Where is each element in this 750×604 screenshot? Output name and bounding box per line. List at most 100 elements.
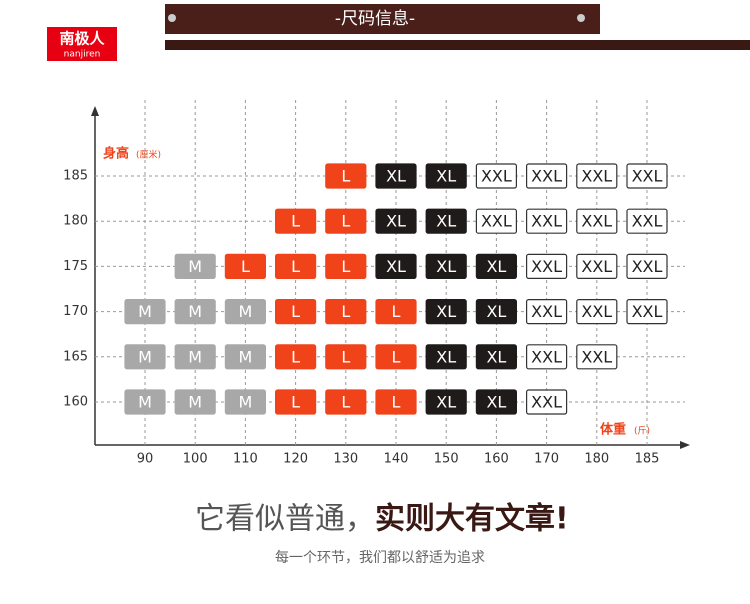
y-tick-label: 170 bbox=[63, 304, 88, 319]
size-label: XXL bbox=[581, 257, 612, 276]
size-cell bbox=[525, 253, 568, 279]
slogan-bold: 实则大有文章! bbox=[375, 502, 569, 537]
size-label: XL bbox=[386, 257, 406, 276]
size-label: L bbox=[241, 257, 250, 276]
x-tick-label: 180 bbox=[584, 452, 609, 467]
size-label: XL bbox=[436, 167, 456, 186]
size-cell bbox=[375, 253, 417, 279]
size-cell bbox=[325, 389, 367, 415]
size-cell bbox=[425, 299, 467, 325]
header-title: -尺码信息- bbox=[335, 9, 415, 29]
size-cell bbox=[576, 299, 618, 325]
size-label: XL bbox=[436, 393, 456, 412]
size-label: L bbox=[341, 167, 350, 186]
size-label: M bbox=[138, 302, 152, 321]
x-tick-label: 90 bbox=[137, 452, 154, 467]
size-cell bbox=[475, 253, 517, 279]
x-arrow bbox=[680, 441, 690, 449]
size-cell bbox=[174, 389, 216, 415]
size-label: XXL bbox=[531, 347, 562, 366]
x-tick-label: 110 bbox=[233, 452, 258, 467]
size-label: XL bbox=[386, 212, 406, 231]
size-label: XL bbox=[436, 347, 456, 366]
size-label: L bbox=[341, 302, 350, 321]
size-label: M bbox=[188, 257, 202, 276]
size-label: M bbox=[138, 393, 152, 412]
size-label: L bbox=[341, 393, 350, 412]
size-label: XXL bbox=[581, 212, 612, 231]
size-label: M bbox=[238, 347, 252, 366]
y-arrow bbox=[91, 106, 99, 116]
size-cell bbox=[525, 163, 568, 189]
size-cell bbox=[576, 163, 618, 189]
size-label: L bbox=[291, 212, 300, 231]
size-label: XXL bbox=[632, 302, 663, 321]
size-label: L bbox=[291, 257, 300, 276]
size-cell bbox=[325, 253, 367, 279]
size-cell bbox=[475, 389, 517, 415]
size-label: M bbox=[238, 302, 252, 321]
size-cell bbox=[525, 389, 568, 415]
size-label: XL bbox=[486, 302, 506, 321]
size-cell bbox=[475, 163, 517, 189]
size-cell bbox=[325, 344, 367, 370]
size-cell bbox=[124, 344, 166, 370]
y-tick-label: 175 bbox=[63, 259, 88, 274]
size-label: XL bbox=[436, 212, 456, 231]
size-label: L bbox=[341, 347, 350, 366]
size-cell bbox=[576, 253, 618, 279]
size-cell bbox=[626, 163, 668, 189]
title-underbar bbox=[165, 40, 750, 50]
x-label: 体重 bbox=[600, 422, 626, 438]
size-cell bbox=[224, 253, 266, 279]
rivet bbox=[168, 14, 176, 22]
size-cell bbox=[475, 344, 517, 370]
size-cell bbox=[224, 389, 266, 415]
size-cell bbox=[425, 389, 467, 415]
size-label: M bbox=[238, 393, 252, 412]
size-cell bbox=[174, 253, 216, 279]
x-tick-label: 120 bbox=[283, 452, 308, 467]
size-cell bbox=[174, 299, 216, 325]
size-cell bbox=[325, 299, 367, 325]
size-label: XXL bbox=[481, 212, 512, 231]
logo-latin: nanjiren bbox=[64, 50, 101, 60]
size-cell bbox=[224, 344, 266, 370]
size-label: M bbox=[188, 302, 202, 321]
size-label: XL bbox=[486, 393, 506, 412]
subtitle: 每一个环节，我们都以舒适为追求 bbox=[275, 550, 485, 566]
slogan-plain: 它看似普通， bbox=[195, 502, 375, 537]
logo-name: 南极人 bbox=[59, 30, 105, 48]
size-label: XXL bbox=[632, 257, 663, 276]
size-label: XL bbox=[436, 257, 456, 276]
size-cell bbox=[576, 344, 618, 370]
size-label: XXL bbox=[632, 167, 663, 186]
size-cell bbox=[425, 163, 467, 189]
size-label: L bbox=[392, 302, 401, 321]
size-label: L bbox=[341, 257, 350, 276]
title-band bbox=[165, 4, 600, 34]
rivet bbox=[577, 14, 585, 22]
size-label: XXL bbox=[531, 167, 562, 186]
size-cell bbox=[525, 208, 568, 234]
size-label: L bbox=[341, 212, 350, 231]
size-cell bbox=[626, 208, 668, 234]
size-cell bbox=[576, 208, 618, 234]
x-tick-label: 100 bbox=[183, 452, 208, 467]
size-label: L bbox=[291, 347, 300, 366]
x-tick-label: 170 bbox=[534, 452, 559, 467]
size-label: M bbox=[188, 393, 202, 412]
size-cell bbox=[174, 344, 216, 370]
size-cell bbox=[475, 299, 517, 325]
size-label: XL bbox=[486, 257, 506, 276]
size-label: XL bbox=[436, 302, 456, 321]
size-cell bbox=[124, 389, 166, 415]
size-cell bbox=[525, 299, 568, 325]
size-cell bbox=[375, 299, 417, 325]
y-label: 身高 bbox=[103, 146, 129, 162]
size-label: XL bbox=[386, 167, 406, 186]
size-cell bbox=[375, 389, 417, 415]
size-cell bbox=[275, 389, 317, 415]
